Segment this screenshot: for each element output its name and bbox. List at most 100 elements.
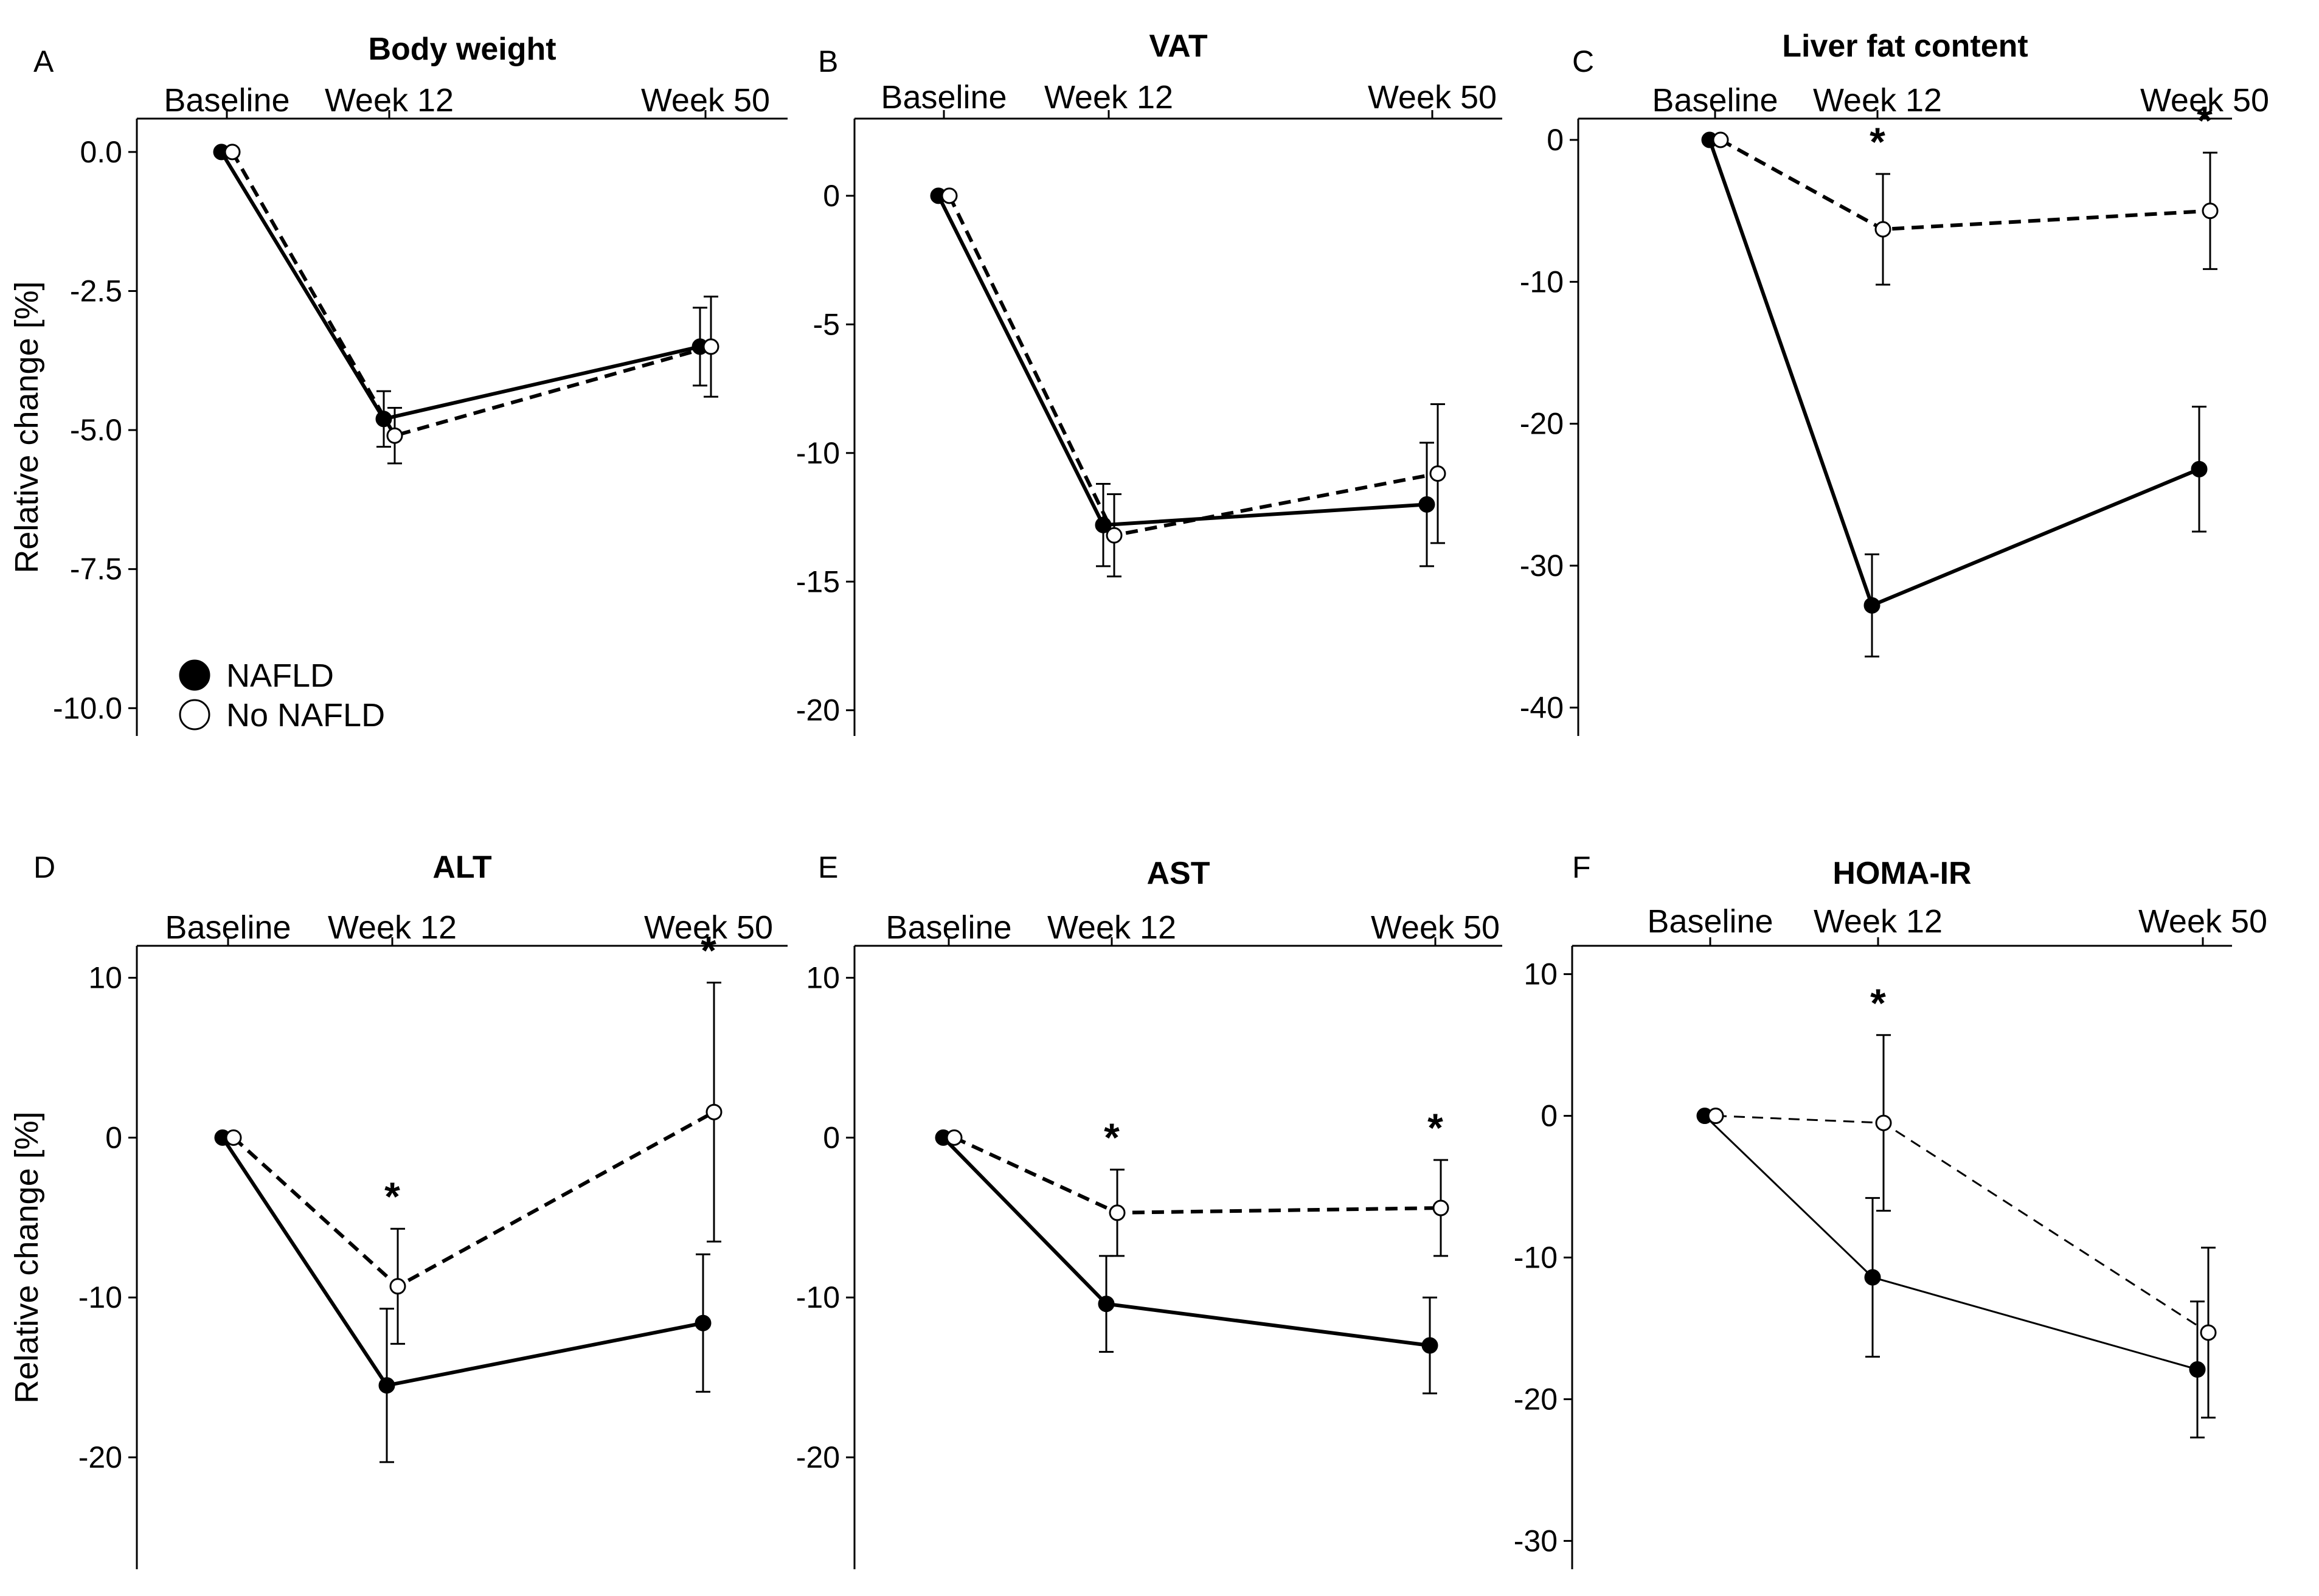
x-tick-label: Week 50 [2140,82,2269,119]
data-point-nafld [1863,597,1881,614]
series-line [231,151,712,438]
x-tick-label: Week 50 [644,909,773,946]
y-tick-label: -20 [796,1440,840,1474]
y-tick-label: -10 [78,1280,122,1314]
y-tick-label: -10.0 [53,691,122,725]
y-tick-label: -10 [796,436,840,470]
y-tick-label: -5 [813,307,840,341]
data-point-nafld [1098,1296,1115,1313]
x-tick-label: Baseline [165,909,291,946]
series-nafld [1696,1108,2206,1438]
significance-marker: * [2197,98,2213,143]
panel-title: HOMA-IR [1832,856,1971,891]
series-line [1704,1115,2198,1370]
series-nafld [1701,131,2208,657]
series-line [1719,138,2211,232]
y-tick-label: -20 [796,693,840,727]
panel-a: A Body weight Baseline Week 12 Week 50 0.0 -2.… [9,32,788,736]
x-tick-label: Week 50 [2138,903,2267,940]
y-tick-label: -30 [1514,1524,1558,1558]
series-no-nafld [224,144,719,465]
series-no-nafld [1707,1034,2217,1419]
legend-label: NAFLD [226,657,334,694]
x-tick-label: Baseline [164,82,289,119]
data-point-no-nafld [1432,1199,1449,1216]
y-tick-label: 0 [1547,123,1564,157]
significance-marker: * [1427,1105,1443,1150]
series-no-nafld [941,187,1446,578]
y-tick-label: 0 [823,1120,840,1154]
x-tick-label: Week 12 [1044,79,1173,116]
significance-marker: * [1870,119,1885,164]
x-tick-label: Baseline [886,909,1011,946]
series-line [1715,1115,2209,1334]
series-nafld [213,144,709,448]
y-tick-label: 10 [806,961,840,995]
data-point-no-nafld [1429,465,1446,482]
y-tick-label: 0 [823,179,840,213]
data-point-no-nafld [1712,131,1729,148]
series-line [953,1136,1441,1215]
series-no-nafld [225,981,723,1345]
panel-letter: B [818,44,838,78]
data-point-no-nafld [941,187,958,204]
legend-label: No NAFLD [226,697,385,734]
series-line [937,195,1427,527]
panel-e: E AST Baseline Week 12 Week 50 10 0 -10 -20 * * [796,850,1502,1569]
significance-marker: * [701,928,716,973]
data-point-no-nafld [1109,1204,1126,1221]
x-tick-label: Week 12 [1813,82,1942,119]
data-point-no-nafld [224,144,241,161]
x-tick-label: Week 50 [1371,909,1500,946]
y-tick-label: -20 [78,1440,122,1474]
y-tick-label: 0.0 [80,135,122,169]
data-point-no-nafld [1106,527,1123,544]
y-tick-label: -7.5 [70,552,122,586]
x-tick-label: Baseline [1647,903,1773,940]
legend-marker-no-nafld [179,699,210,730]
y-tick-label: 10 [1523,957,1558,991]
y-axis-label: Relative change [%] [9,281,45,573]
data-point-no-nafld [225,1129,242,1146]
x-tick-label: Week 12 [1047,909,1176,946]
x-tick-label: Baseline [881,79,1007,116]
data-point-nafld [2189,1361,2206,1378]
y-tick-label: -40 [1520,690,1564,724]
y-tick-label: -20 [1514,1382,1558,1416]
data-point-no-nafld [1707,1108,1724,1125]
y-axis-label: Relative change [%] [9,1111,45,1403]
series-line [220,151,701,422]
panel-letter: D [33,850,55,884]
data-point-no-nafld [705,1103,723,1120]
x-tick-label: Week 12 [328,909,457,946]
panel-f: F HOMA-IR Baseline Week 12 Week 50 10 0 -10 -20 -… [1514,850,2267,1569]
data-point-no-nafld [1875,1114,1892,1131]
series-no-nafld [1712,131,2219,286]
data-point-no-nafld [389,1278,406,1295]
y-tick-label: -20 [1520,407,1564,441]
y-tick-label: -2.5 [70,274,122,308]
panel-title: Liver fat content [1782,29,2028,64]
y-tick-label: -5.0 [70,413,122,447]
panel-letter: F [1572,850,1591,884]
panel-letter: E [818,850,838,884]
panel-b: B VAT Baseline Week 12 Week 50 0 -5 -10 -15 -20 [796,29,1502,736]
series-nafld [935,1129,1438,1395]
data-point-no-nafld [2200,1324,2217,1341]
data-point-no-nafld [946,1129,963,1146]
data-point-nafld [695,1314,712,1331]
y-tick-label: 0 [1541,1099,1558,1133]
series-no-nafld [946,1129,1449,1257]
series-line [221,1136,704,1388]
panel-letter: A [33,44,54,78]
x-tick-label: Week 50 [641,82,770,119]
data-point-nafld [378,1377,395,1394]
legend-marker-nafld [179,659,210,691]
panel-title: ALT [432,850,491,885]
data-point-no-nafld [386,427,403,444]
panel-letter: C [1572,44,1594,78]
y-tick-label: -30 [1520,549,1564,583]
x-tick-label: Week 12 [325,82,454,119]
